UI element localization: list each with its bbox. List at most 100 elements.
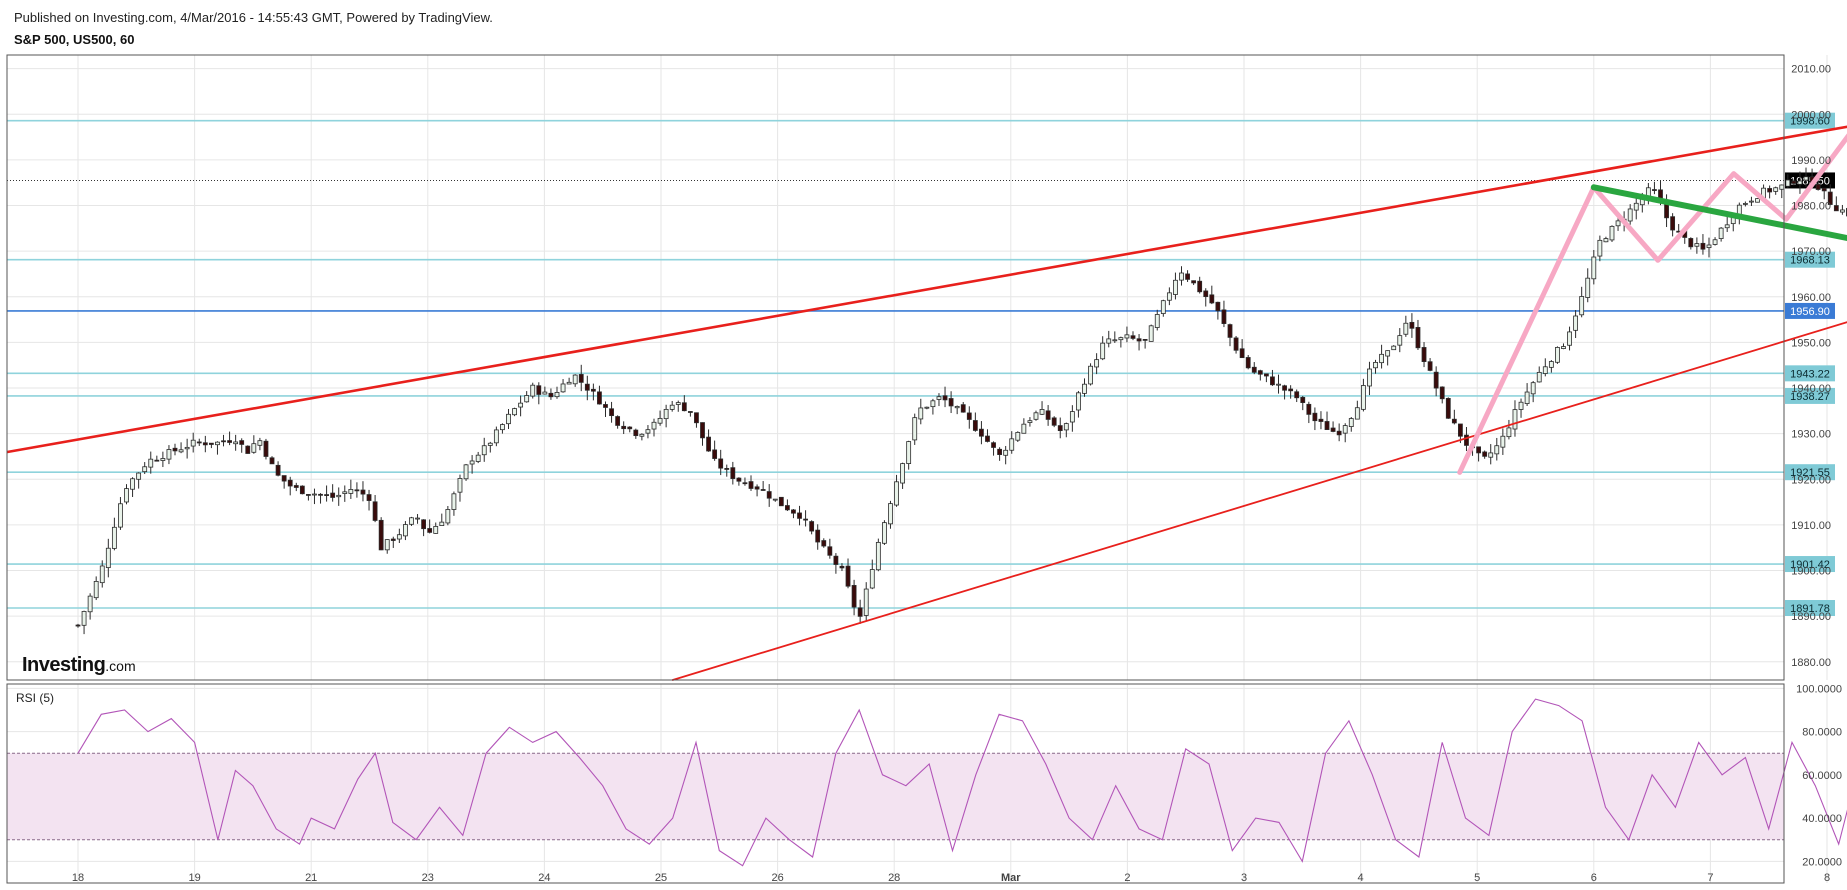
candle-up <box>888 503 893 525</box>
level-label-bg <box>1785 464 1835 481</box>
candle-down <box>287 479 293 487</box>
candle-down <box>1415 327 1421 349</box>
candle-down <box>1688 238 1694 248</box>
candle-down <box>1652 189 1657 191</box>
candle-down <box>1767 188 1773 193</box>
candle-down <box>1821 187 1827 192</box>
candle-down <box>1245 357 1251 369</box>
candle-up <box>1803 176 1809 181</box>
candle-up <box>409 517 414 525</box>
candle-down <box>627 426 633 430</box>
candle-up <box>451 493 457 510</box>
candle-up <box>1609 225 1615 241</box>
candle-up <box>542 391 548 395</box>
rsi-y-tick-label: 100.0000 <box>1796 683 1842 695</box>
candle-up <box>1100 342 1106 360</box>
candle-down <box>245 445 251 454</box>
candle-down <box>75 624 81 627</box>
candle-down <box>1409 321 1415 329</box>
rsi-y-tick-label: 60.0000 <box>1802 770 1842 782</box>
candle-down <box>1476 446 1481 454</box>
candle-down <box>1215 301 1221 312</box>
candle-down <box>633 429 639 437</box>
candle-down <box>1136 338 1142 342</box>
candle-down <box>275 464 281 476</box>
candle-up <box>457 478 463 493</box>
candle-up <box>657 417 663 424</box>
candle-up <box>445 509 451 524</box>
candle-up <box>675 402 681 405</box>
candle-down <box>293 485 299 488</box>
candle-up <box>1124 334 1130 339</box>
candle-up <box>1160 300 1166 314</box>
candle-up <box>1003 449 1009 456</box>
y-axis: 2010.00 2000.00 1990.00 1980.00 1970.00 1960.… <box>1791 64 1842 869</box>
candle-up <box>1154 314 1160 328</box>
candle-up <box>1112 339 1118 342</box>
candle-up <box>481 445 487 456</box>
candle-down <box>827 546 833 556</box>
candle-up <box>645 429 651 434</box>
level-label: 1891.78 <box>1790 603 1830 615</box>
level-label-bg <box>1785 387 1835 404</box>
level-label-bg <box>1785 112 1835 129</box>
candle-up <box>1542 366 1548 374</box>
candle-up <box>1615 220 1621 227</box>
candle-down <box>991 442 996 448</box>
candle-down <box>154 459 160 462</box>
candle-up <box>1627 208 1633 222</box>
candle-down <box>378 519 384 551</box>
candle-down <box>718 458 724 469</box>
horizontal-levels: 1998.60 1968.13 1956.90 1943.22 1938.27 1921.… <box>7 112 1835 617</box>
candle-up <box>1524 391 1530 404</box>
candle-up <box>869 569 875 589</box>
candle-up <box>1348 418 1354 427</box>
candle-down <box>1815 183 1821 190</box>
candle-up <box>1076 392 1081 411</box>
candle-down <box>548 392 554 398</box>
candle-up <box>1530 382 1536 395</box>
candle-down <box>1464 434 1469 446</box>
level-label: 1998.60 <box>1790 116 1830 128</box>
candle-down <box>700 422 705 439</box>
candle-down <box>1318 418 1324 422</box>
candle-down <box>330 492 336 498</box>
candle-up <box>1276 383 1281 386</box>
candle-up <box>251 443 257 453</box>
candle-down <box>803 518 808 521</box>
candle-up <box>312 493 317 496</box>
candle-up <box>1785 179 1791 187</box>
published-caption: Published on Investing.com, 4/Mar/2016 -… <box>14 10 493 25</box>
candle-down <box>1270 376 1275 386</box>
candle-down <box>766 491 772 499</box>
logo-brand: Investing <box>22 654 106 676</box>
candle-down <box>1421 347 1427 362</box>
candle-up <box>439 521 445 527</box>
candle-up <box>1585 277 1591 298</box>
rsi-label: RSI (5) <box>16 691 55 705</box>
candle-up <box>1342 425 1348 434</box>
price-panel-frame <box>6 54 1785 681</box>
candle-down <box>318 493 323 496</box>
candle-up <box>772 498 778 501</box>
y-tick-label: 1890.00 <box>1791 611 1831 623</box>
candle-down <box>1191 280 1197 284</box>
candle-up <box>1118 337 1124 341</box>
candle-down <box>239 440 245 445</box>
candle-up <box>99 565 105 584</box>
candle-down <box>196 441 202 444</box>
candle-up <box>1494 445 1500 455</box>
candle-up <box>118 503 123 528</box>
x-tick-label: 19 <box>188 872 200 884</box>
candle-up <box>136 472 142 480</box>
candle-up <box>487 442 493 446</box>
candle-up <box>1755 198 1760 203</box>
candle-down <box>1045 410 1051 420</box>
candle-down <box>742 482 748 485</box>
candle-up <box>1106 338 1112 344</box>
candle-up <box>1597 239 1603 257</box>
x-tick-label: 8 <box>1824 872 1830 884</box>
candle-up <box>142 466 148 473</box>
candle-up <box>1021 423 1027 434</box>
